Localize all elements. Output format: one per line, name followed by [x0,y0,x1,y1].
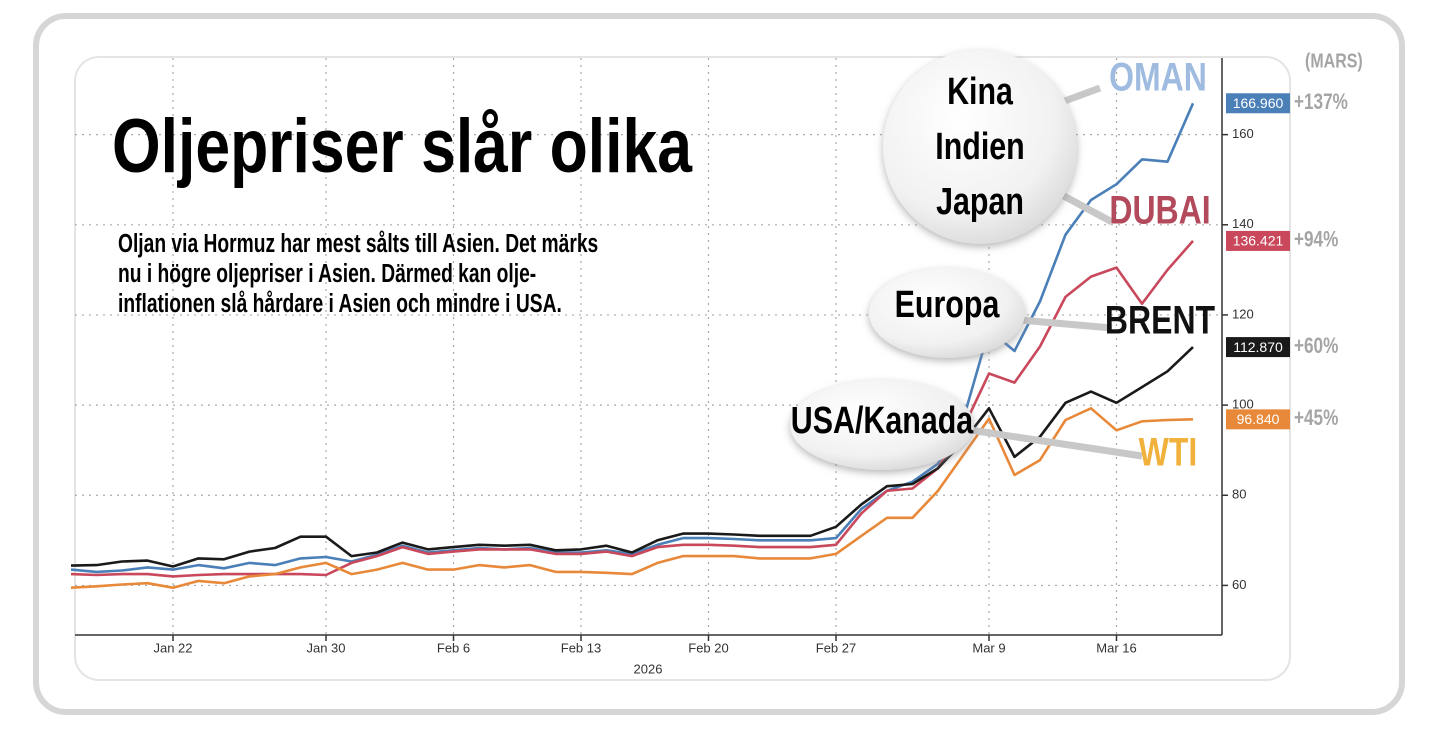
change-label: +94% [1294,228,1339,253]
change-group: +60% [1294,334,1339,359]
series-line [70,346,1194,568]
series-line [70,102,1195,574]
series-name: WTI [1139,429,1198,474]
change-group: +45% [1294,406,1339,431]
bubble-text-group: Kina [947,71,1014,113]
pointer [969,426,1143,460]
x-tick-label: Feb 27 [816,640,856,655]
bubble-text-group: Indien [935,126,1025,168]
change-header-group: (MARS) [1305,50,1363,72]
bubble [869,268,1025,358]
end-label-box [1226,230,1290,251]
series-name-group: OMAN [1109,54,1207,99]
bubble-text-group: USA/Kanada [791,400,974,442]
grid: 60 80 100 120 140 160 Jan 22 Jan 30 Feb 6 Feb 13 F… [75,58,1254,676]
bubble-text-group: Europa [895,284,1000,326]
bubbles [790,50,1077,470]
y-tick-label: 140 [1232,216,1254,231]
bubble-text: Japan [936,181,1024,223]
pointer [1019,316,1113,332]
subtitle-line: nu i högre oljepriser i Asien. Därmed ka… [118,258,536,288]
subtitle-line: Oljan via Hormuz har mest sålts till Asi… [118,228,598,258]
y-tick-label: 120 [1232,306,1254,321]
series-name-group: DUBAI [1109,187,1210,232]
change-header: (MARS) [1305,50,1363,72]
y-tick-label: 60 [1232,577,1246,592]
bubble-text: Europa [895,284,1000,326]
series-name: OMAN [1109,54,1207,99]
subtitle-line: inflationen slå hårdare i Asien och mind… [118,288,562,318]
subtitle: Oljan via Hormuz har mest sålts till Asi… [118,228,598,318]
x-tick-label: Feb 6 [437,640,470,655]
change-group: +94% [1294,228,1339,253]
end-label: 112.870 [1233,339,1283,355]
subtitle-line-group: inflationen slå hårdare i Asien och mind… [118,288,562,318]
change-label: +137% [1294,90,1348,115]
chart-title: Oljepriser slår olika [112,104,693,189]
x-tick-label: Jan 22 [153,640,192,655]
pointers [969,84,1143,460]
bubble-text: Kina [947,71,1014,113]
x-tick-label: Mar 16 [1096,640,1136,655]
change-group: +137% [1294,90,1348,115]
lines [70,102,1195,589]
change-label: +60% [1294,334,1339,359]
pointer [1060,84,1102,106]
subtitle-line-group: nu i högre oljepriser i Asien. Därmed ka… [118,258,536,288]
y-tick-label: 160 [1232,126,1254,141]
x-tick-label: Feb 13 [561,640,601,655]
series-name-group: BRENT [1105,297,1215,342]
end-label-box [1226,337,1290,358]
series-name-group: WTI [1139,429,1198,474]
end-label-box [1226,93,1290,114]
bubble-text-group: Japan [936,181,1024,223]
end-label-box [1226,409,1290,430]
end-label: 96.840 [1237,411,1280,427]
series-name: BRENT [1105,297,1215,342]
x-tick-label: Mar 9 [972,640,1005,655]
end-label: 166.960 [1233,95,1284,111]
x-tick-label: Jan 30 [306,640,345,655]
x-tick-label: Feb 20 [688,640,728,655]
pointer [1060,191,1114,226]
bubble-text: USA/Kanada [791,400,974,442]
end-label: 136.421 [1233,233,1284,249]
y-tick-label: 100 [1232,397,1254,412]
bubble-text: Indien [935,126,1025,168]
bubble [883,50,1077,244]
series-line [70,240,1194,578]
subtitle-line-group: Oljan via Hormuz har mest sålts till Asi… [118,228,598,258]
change-label: +45% [1294,406,1339,431]
series-name: DUBAI [1109,187,1210,232]
x-axis-label: 2026 [634,661,663,676]
y-tick-label: 80 [1232,487,1246,502]
bubble [790,380,974,470]
series-line [70,407,1194,589]
